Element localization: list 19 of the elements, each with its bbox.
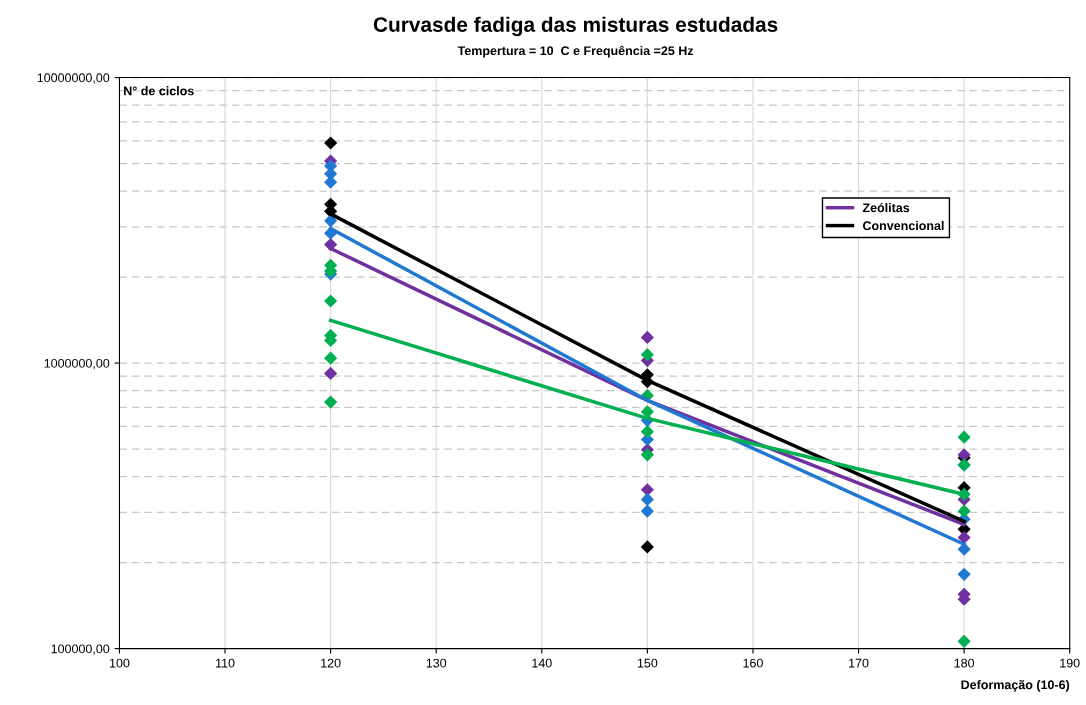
x-tick-label: 130 xyxy=(426,658,447,668)
y-axis-title: N° de ciclos xyxy=(124,86,194,96)
x-tick-label: 100 xyxy=(109,658,130,668)
x-tick-label: 140 xyxy=(532,658,552,668)
x-tick-label: 170 xyxy=(849,658,869,668)
x-tick-label: 150 xyxy=(637,658,658,668)
x-tick-label: 180 xyxy=(954,658,975,668)
y-tick-label: 100000,00 xyxy=(51,644,110,655)
x-tick-label: 120 xyxy=(321,658,341,668)
x-tick-label: 160 xyxy=(743,658,763,668)
y-tick-label: 10000000,00 xyxy=(37,73,110,84)
legend-label: Convencional xyxy=(862,220,944,231)
x-axis-title: Deformação (10-6) xyxy=(961,680,1070,692)
chart-subtitle: Tempertura = 10 C e Frequência =25 Hz xyxy=(457,45,694,58)
x-tick-label: 110 xyxy=(216,658,235,668)
x-tick-label: 190 xyxy=(1060,658,1080,668)
y-tick-label: 1000000,00 xyxy=(44,358,110,370)
legend-label: Zeólitas xyxy=(862,202,910,213)
chart-title: Curvasde fadiga das misturas estudadas xyxy=(373,16,778,37)
